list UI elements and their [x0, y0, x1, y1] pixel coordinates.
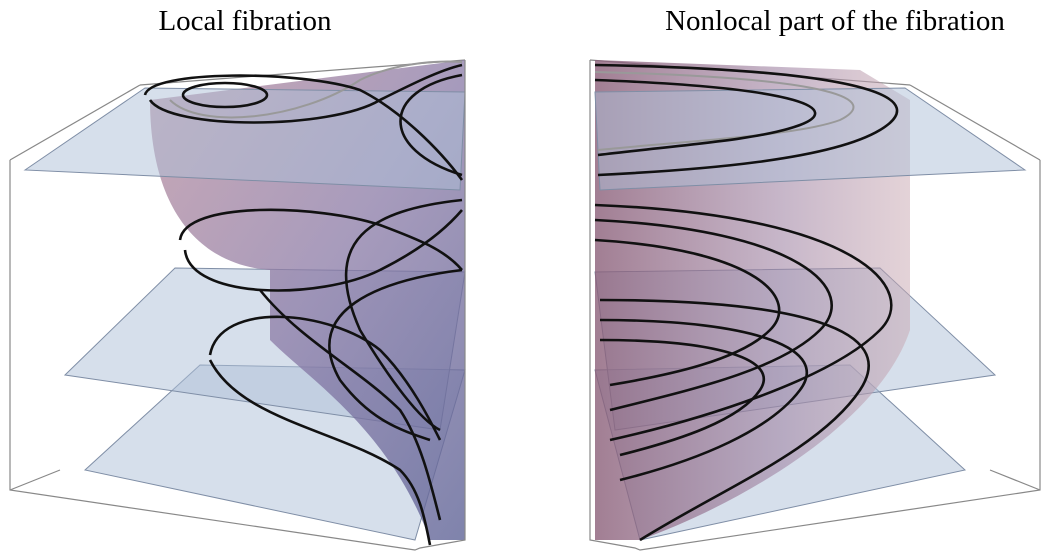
- plane: [595, 88, 1025, 190]
- page: Local fibration Nonlocal part of the fib…: [0, 0, 1050, 556]
- plane: [25, 88, 465, 190]
- box-edge: [10, 470, 60, 490]
- panel-title: Local fibration: [158, 5, 332, 37]
- panel-title: Nonlocal part of the fibration: [665, 5, 1005, 37]
- right-illustration: [590, 60, 1040, 550]
- figure: Local fibration Nonlocal part of the fib…: [0, 0, 1050, 556]
- left-illustration: [10, 60, 465, 550]
- box-edge: [990, 470, 1040, 490]
